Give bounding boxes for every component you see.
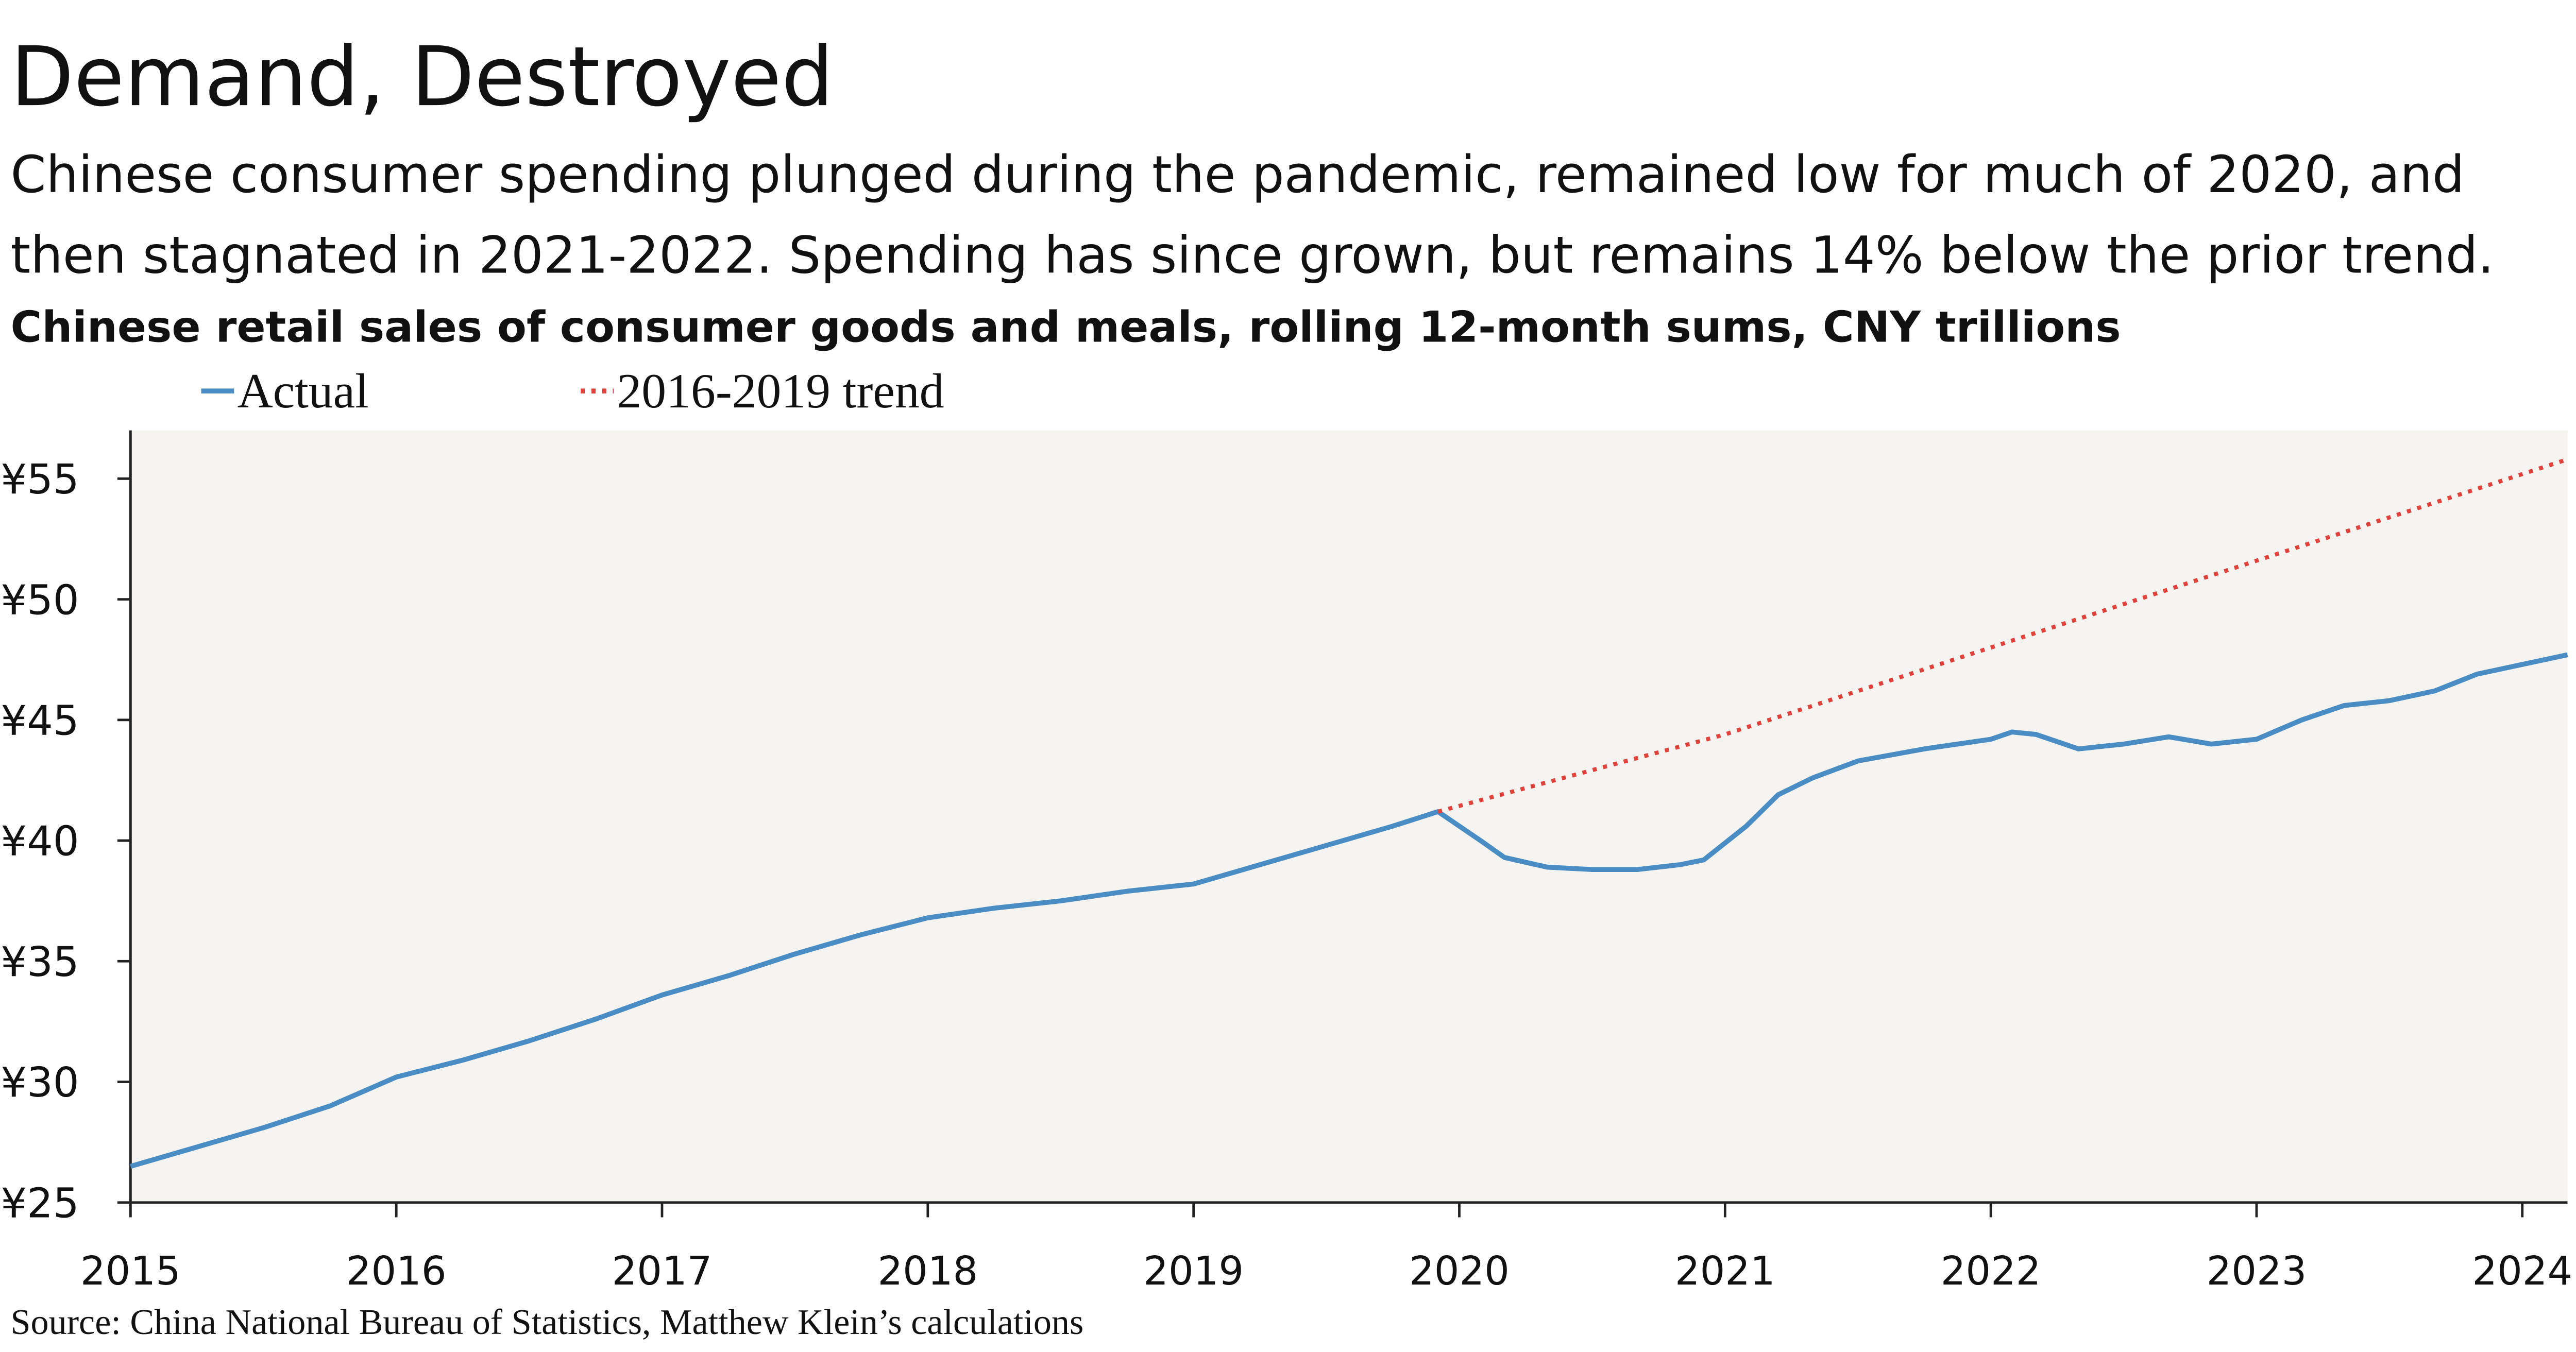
chart-title: Demand, Destroyed xyxy=(11,29,834,125)
x-tick-label: 2024 xyxy=(2472,1248,2572,1294)
legend-label: 2016-2019 trend xyxy=(617,364,944,418)
x-tick-label: 2016 xyxy=(346,1248,447,1294)
x-tick-label: 2019 xyxy=(1143,1248,1244,1294)
y-tick-label: ¥50 xyxy=(1,576,79,624)
line-series xyxy=(130,652,2568,1169)
legend-label: Actual xyxy=(238,364,369,418)
x-tick-label: 2015 xyxy=(80,1248,181,1294)
x-tick-label: 2018 xyxy=(877,1248,978,1294)
y-tick-label: ¥30 xyxy=(1,1058,79,1106)
x-tick-label: 2020 xyxy=(1409,1248,1510,1294)
x-tick-label: 2021 xyxy=(1675,1248,1775,1294)
x-tick-label: 2022 xyxy=(1941,1248,2041,1294)
x-tick-label: 2017 xyxy=(612,1248,713,1294)
y-tick-label: ¥55 xyxy=(1,455,79,503)
y-tick-label: ¥40 xyxy=(1,817,79,865)
y-tick-label: ¥45 xyxy=(1,697,79,745)
source: Source: China National Bureau of Statist… xyxy=(11,1302,1084,1342)
x-tick-label: 2023 xyxy=(2207,1248,2307,1294)
plot-background xyxy=(130,430,2568,1203)
y-tick-label: ¥25 xyxy=(1,1179,79,1227)
subtitle: then stagnated in 2021-2022. Spending ha… xyxy=(11,226,2494,285)
line-series xyxy=(1437,457,2568,814)
subtitle: Chinese consumer spending plunged during… xyxy=(11,145,2465,204)
chart-subtitle: Chinese retail sales of consumer goods a… xyxy=(11,302,2121,352)
y-tick-label: ¥35 xyxy=(1,938,79,986)
